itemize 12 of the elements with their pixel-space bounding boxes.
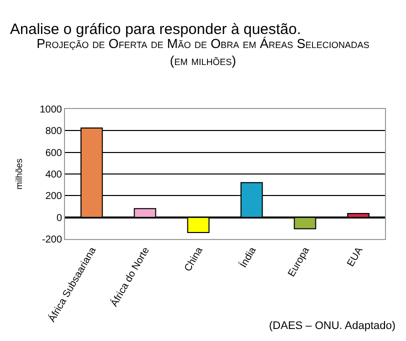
y-tick-label: 200: [45, 191, 62, 202]
text: Analise o gráfico para responder à questão.: [10, 21, 302, 38]
y-tick-label: 0: [56, 212, 62, 224]
chart-title: Projeção de Oferta de Mão de Obra em Áreas Selecionadas: [36, 36, 370, 51]
y-axis-title: milhões: [14, 158, 24, 190]
y-tick-label: 400: [45, 170, 62, 180]
chart-subtitle: (em milhões): [170, 52, 236, 68]
y-tick-label: 600: [45, 148, 62, 159]
y-tick-label: -200: [42, 234, 62, 246]
y-tick-label: 1000: [40, 104, 62, 116]
y-tick-label: 800: [45, 126, 62, 138]
text: (DAES – ONU. Adaptado): [269, 320, 396, 332]
